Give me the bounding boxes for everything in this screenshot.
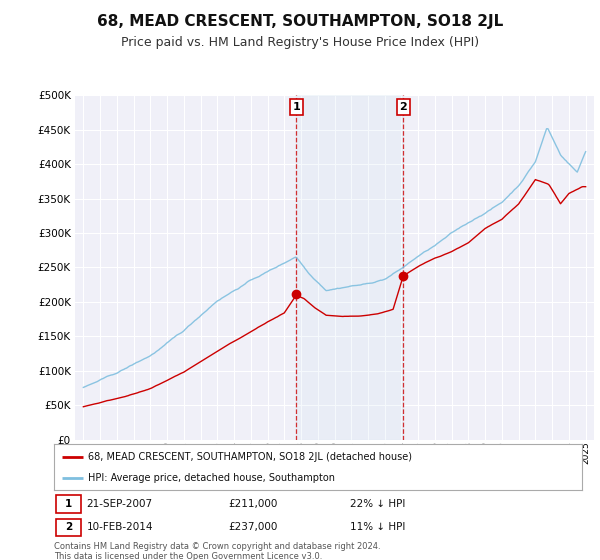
FancyBboxPatch shape — [56, 519, 81, 536]
Text: 2: 2 — [65, 522, 72, 533]
Text: 1: 1 — [65, 499, 72, 509]
Text: 2: 2 — [400, 102, 407, 112]
Text: £237,000: £237,000 — [228, 522, 278, 533]
Text: 11% ↓ HPI: 11% ↓ HPI — [350, 522, 405, 533]
Text: Price paid vs. HM Land Registry's House Price Index (HPI): Price paid vs. HM Land Registry's House … — [121, 36, 479, 49]
Text: 68, MEAD CRESCENT, SOUTHAMPTON, SO18 2JL: 68, MEAD CRESCENT, SOUTHAMPTON, SO18 2JL — [97, 14, 503, 29]
Text: 10-FEB-2014: 10-FEB-2014 — [87, 522, 153, 533]
Bar — [296, 95, 403, 440]
Text: Contains HM Land Registry data © Crown copyright and database right 2024.
This d: Contains HM Land Registry data © Crown c… — [54, 542, 380, 560]
Text: 22% ↓ HPI: 22% ↓ HPI — [350, 499, 405, 509]
Text: 68, MEAD CRESCENT, SOUTHAMPTON, SO18 2JL (detached house): 68, MEAD CRESCENT, SOUTHAMPTON, SO18 2JL… — [88, 452, 412, 462]
Text: £211,000: £211,000 — [228, 499, 278, 509]
FancyBboxPatch shape — [56, 495, 81, 512]
Text: 1: 1 — [292, 102, 300, 112]
Text: HPI: Average price, detached house, Southampton: HPI: Average price, detached house, Sout… — [88, 473, 335, 483]
Text: 21-SEP-2007: 21-SEP-2007 — [87, 499, 153, 509]
